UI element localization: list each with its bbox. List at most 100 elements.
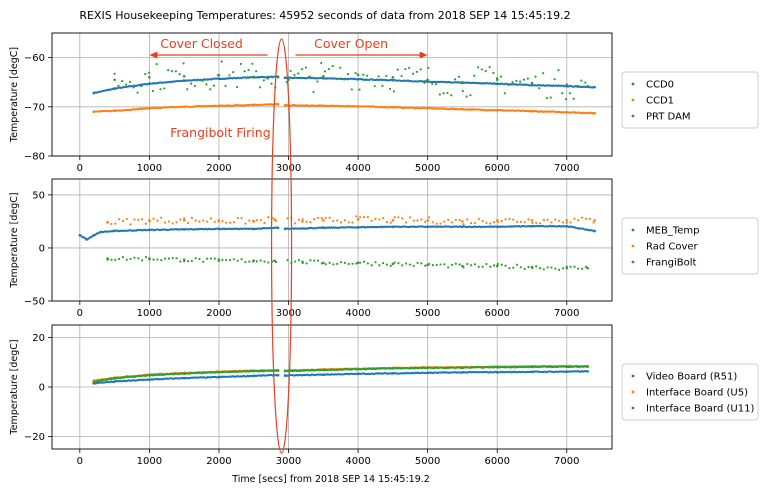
- plot-frame: [51, 324, 613, 450]
- data-point: [404, 262, 408, 265]
- legend-marker: [631, 260, 635, 264]
- data-point: [140, 218, 144, 221]
- legend: Video Board (R51) Interface Board (U5) Int…: [621, 363, 759, 421]
- data-point: [401, 264, 404, 267]
- data-point: [535, 265, 538, 268]
- data-point: [515, 79, 518, 82]
- series-meb-temp: [78, 224, 596, 241]
- data-point: [569, 265, 572, 268]
- data-point: [140, 85, 143, 88]
- y-tick-label: −60: [24, 53, 45, 64]
- data-point: [362, 73, 365, 76]
- annotation-layer: Cover Closed Cover Open Frangibolt Firin…: [149, 36, 428, 454]
- data-point: [427, 66, 430, 69]
- data-point: [454, 262, 457, 265]
- series-ccd0: [92, 75, 596, 95]
- legend-box: [621, 217, 759, 275]
- data-point: [175, 221, 178, 224]
- data-point: [183, 260, 186, 263]
- data-point: [391, 75, 395, 79]
- data-point: [356, 218, 360, 221]
- data-point: [522, 78, 526, 81]
- data-point: [309, 259, 312, 262]
- data-point: [431, 221, 434, 224]
- data-point: [332, 220, 335, 223]
- data-point: [392, 90, 396, 93]
- data-point: [431, 264, 434, 267]
- data-point: [450, 221, 454, 224]
- data-point: [322, 219, 325, 222]
- data-point: [301, 218, 304, 221]
- legend-marker: [631, 228, 635, 232]
- data-point: [171, 256, 174, 260]
- legend-marker: [631, 374, 635, 378]
- data-point: [531, 267, 534, 270]
- data-point: [251, 260, 255, 263]
- data-point: [461, 220, 464, 223]
- data-point: [194, 219, 197, 222]
- data-point: [470, 221, 473, 225]
- data-point: [442, 92, 445, 95]
- x-tick-label: 0: [77, 163, 83, 174]
- data-point: [167, 69, 170, 72]
- data-point: [339, 221, 343, 224]
- data-point: [558, 219, 561, 222]
- data-point: [400, 74, 403, 78]
- data-point: [220, 60, 223, 63]
- data-point: [366, 262, 369, 265]
- data-point: [276, 369, 279, 372]
- data-point: [286, 259, 289, 262]
- data-point: [350, 88, 353, 91]
- data-point: [565, 265, 568, 268]
- data-point: [408, 216, 412, 219]
- data-point: [397, 262, 400, 265]
- data-point: [401, 217, 404, 220]
- data-point: [538, 87, 541, 90]
- data-point: [385, 220, 389, 224]
- data-point: [481, 220, 484, 223]
- data-point: [461, 80, 464, 84]
- data-point: [484, 70, 487, 73]
- data-point: [373, 85, 376, 88]
- data-point: [183, 217, 186, 220]
- data-point: [251, 62, 254, 65]
- data-point: [554, 218, 557, 221]
- data-point: [527, 265, 530, 269]
- data-point: [140, 259, 144, 262]
- data-point: [206, 257, 209, 260]
- data-point: [114, 258, 117, 261]
- data-point: [213, 257, 216, 260]
- y-tick-label: −50: [24, 297, 45, 308]
- data-point: [313, 218, 316, 221]
- legend: MEB_Temp Rad Cover FrangiBolt: [621, 217, 759, 275]
- y-tick-label: −80: [24, 152, 45, 163]
- data-point: [477, 217, 480, 221]
- data-point: [190, 82, 193, 85]
- data-point: [248, 219, 251, 222]
- data-point: [466, 262, 469, 266]
- data-point: [190, 259, 193, 263]
- data-point: [232, 71, 235, 74]
- data-point: [132, 86, 135, 89]
- data-point: [481, 265, 484, 268]
- data-point: [508, 217, 511, 221]
- data-point: [128, 80, 132, 83]
- data-point: [235, 85, 239, 89]
- data-point: [297, 218, 301, 221]
- cover-closed-label: Cover Closed: [160, 36, 243, 51]
- data-point: [147, 71, 151, 74]
- data-point: [488, 66, 491, 69]
- data-point: [225, 221, 228, 224]
- data-point: [255, 260, 258, 263]
- data-point: [416, 261, 419, 265]
- data-point: [186, 221, 190, 225]
- data-point: [155, 62, 158, 66]
- data-point: [542, 72, 545, 75]
- data-point: [266, 77, 269, 80]
- data-point: [159, 88, 162, 91]
- data-point: [182, 258, 186, 261]
- data-point: [393, 216, 396, 219]
- data-point: [243, 70, 246, 73]
- data-point: [523, 220, 526, 224]
